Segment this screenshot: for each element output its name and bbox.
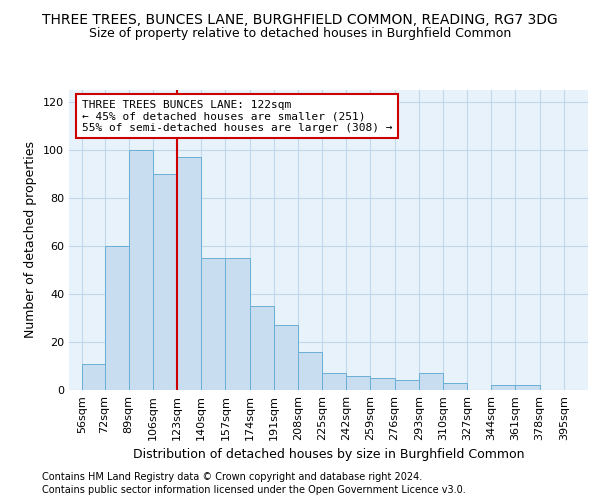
Bar: [226, 258, 250, 390]
Bar: [274, 325, 298, 390]
Bar: [250, 306, 274, 390]
Bar: [153, 174, 177, 390]
Bar: [395, 380, 419, 390]
Bar: [104, 246, 129, 390]
Bar: [443, 383, 467, 390]
Bar: [322, 373, 346, 390]
Text: THREE TREES, BUNCES LANE, BURGHFIELD COMMON, READING, RG7 3DG: THREE TREES, BUNCES LANE, BURGHFIELD COM…: [42, 12, 558, 26]
Text: Size of property relative to detached houses in Burghfield Common: Size of property relative to detached ho…: [89, 28, 511, 40]
Bar: [298, 352, 322, 390]
Bar: [491, 385, 515, 390]
Y-axis label: Number of detached properties: Number of detached properties: [25, 142, 37, 338]
Text: THREE TREES BUNCES LANE: 122sqm
← 45% of detached houses are smaller (251)
55% o: THREE TREES BUNCES LANE: 122sqm ← 45% of…: [82, 100, 392, 133]
X-axis label: Distribution of detached houses by size in Burghfield Common: Distribution of detached houses by size …: [133, 448, 524, 462]
Bar: [82, 364, 106, 390]
Bar: [177, 157, 201, 390]
Text: Contains public sector information licensed under the Open Government Licence v3: Contains public sector information licen…: [42, 485, 466, 495]
Text: Contains HM Land Registry data © Crown copyright and database right 2024.: Contains HM Land Registry data © Crown c…: [42, 472, 422, 482]
Bar: [515, 385, 539, 390]
Bar: [129, 150, 153, 390]
Bar: [370, 378, 395, 390]
Bar: [346, 376, 370, 390]
Bar: [419, 373, 443, 390]
Bar: [201, 258, 226, 390]
